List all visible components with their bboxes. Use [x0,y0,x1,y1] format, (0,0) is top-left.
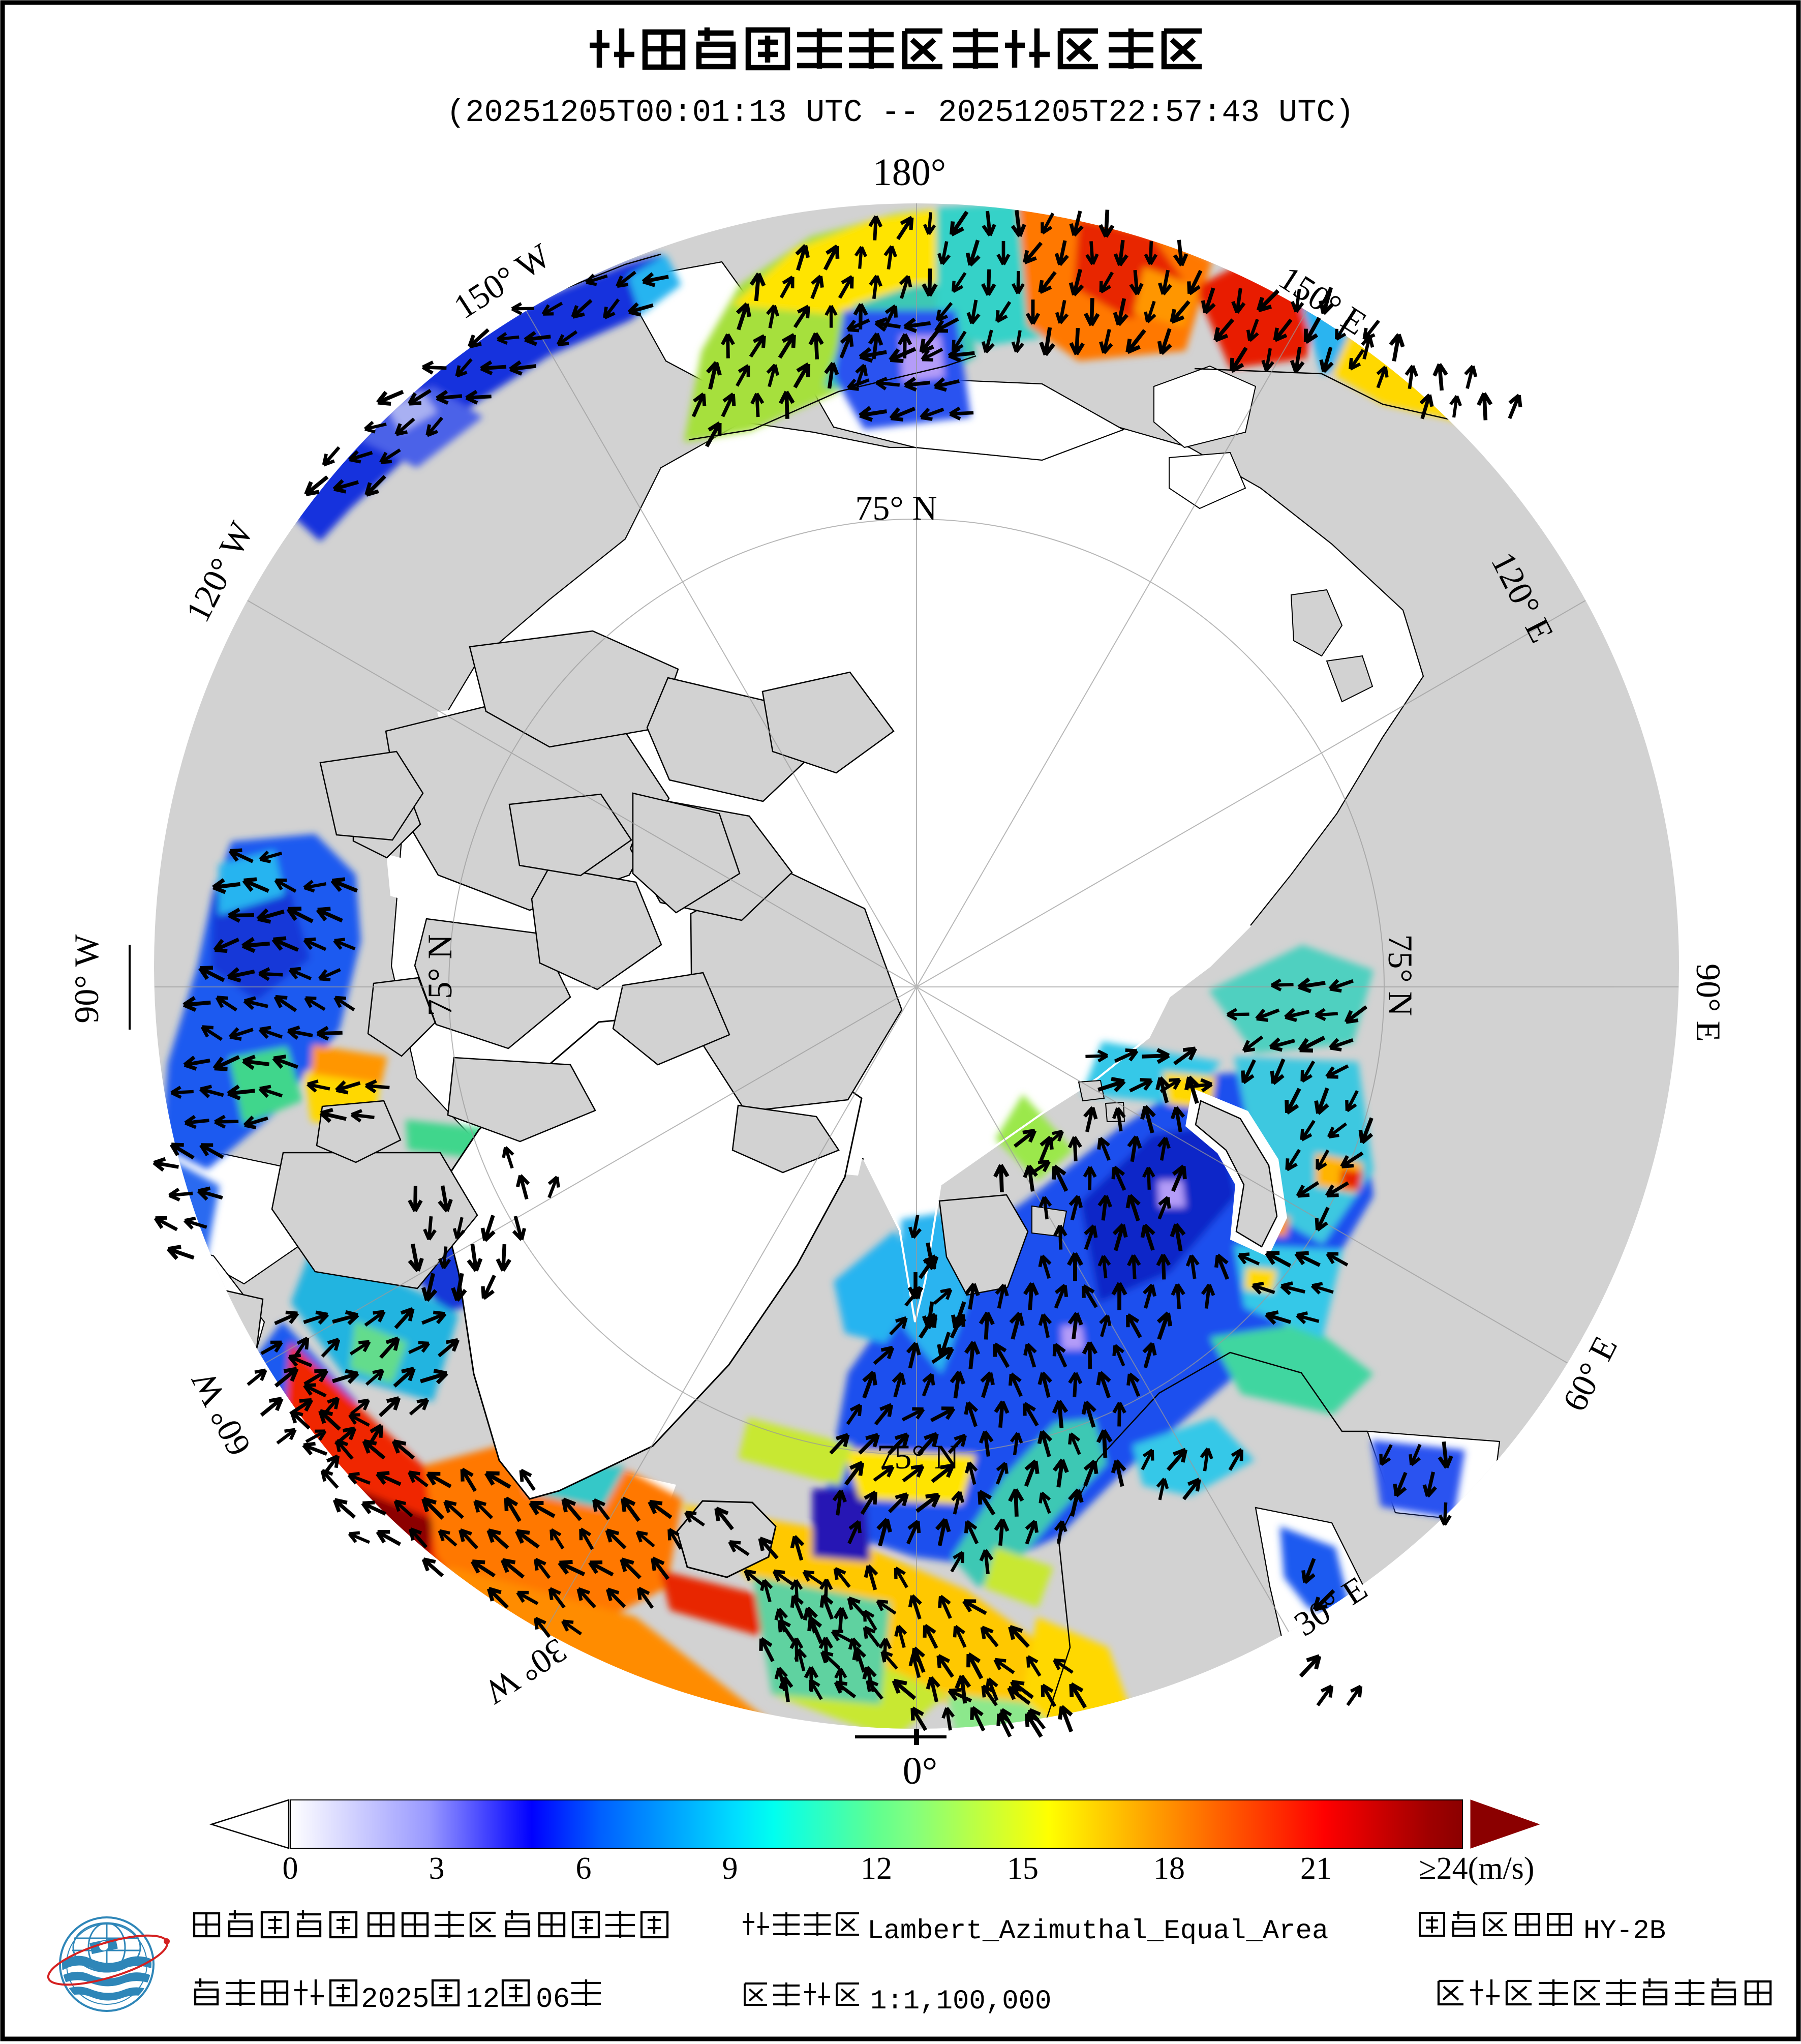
svg-text:75° N: 75° N [877,1437,959,1476]
svg-text:21: 21 [1300,1851,1332,1886]
svg-text:9: 9 [722,1851,738,1886]
svg-text:0: 0 [283,1851,298,1886]
svg-text:90° W: 90° W [67,934,106,1024]
svg-text:75° N: 75° N [855,489,937,527]
svg-text:12: 12 [861,1851,892,1886]
svg-text:2025: 2025 [361,1983,429,2016]
svg-text:Lambert_Azimuthal_Equal_Area: Lambert_Azimuthal_Equal_Area [867,1916,1328,1947]
svg-text:90° E: 90° E [1689,964,1728,1042]
svg-text:HY-2B: HY-2B [1583,1916,1666,1947]
svg-text:75° N: 75° N [420,934,459,1016]
svg-text:6: 6 [576,1851,592,1886]
svg-text:180°: 180° [873,151,946,194]
svg-text:≥24(m/s): ≥24(m/s) [1419,1851,1535,1886]
svg-text:15: 15 [1007,1851,1039,1886]
svg-text:12: 12 [466,1983,500,2016]
svg-text:18: 18 [1153,1851,1185,1886]
svg-text:(20251205T00:01:13 UTC -- 2025: (20251205T00:01:13 UTC -- 20251205T22:57… [446,95,1354,131]
svg-text:1:1,100,000: 1:1,100,000 [870,1986,1051,2017]
svg-text:0°: 0° [903,1750,937,1792]
svg-text:06: 06 [536,1983,570,2016]
svg-text:3: 3 [429,1851,445,1886]
svg-text:75° N: 75° N [1381,934,1420,1016]
